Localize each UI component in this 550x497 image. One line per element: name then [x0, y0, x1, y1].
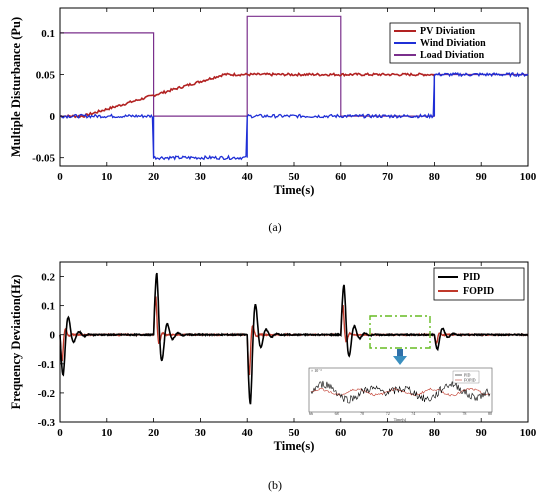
caption-b: (b)	[268, 478, 282, 492]
inset-x-tick-label: 68	[335, 411, 339, 416]
xticks-b: 0 10 20 30 40 50 60 70 80 90 100	[57, 262, 537, 439]
x-tick-label: 100	[520, 171, 537, 183]
x-tick-label: 70	[382, 171, 394, 183]
inset-legend-pid: PID	[464, 373, 471, 378]
y-tick-label: 0	[50, 111, 56, 123]
x-tick-label: 80	[429, 427, 441, 439]
x-tick-label: 60	[335, 427, 347, 439]
x-tick-label: 40	[242, 171, 254, 183]
y-tick-label: 0.2	[41, 272, 55, 284]
x-tick-label: 50	[289, 171, 301, 183]
series-pv-line	[59, 71, 435, 119]
legend-b-box	[433, 267, 525, 301]
inset-xlabel: Time(s)	[394, 417, 407, 422]
x-tick-label: 60	[335, 171, 347, 183]
inset-exponent: × 10⁻³	[311, 368, 322, 373]
inset-x-tick-label: 80	[488, 411, 492, 416]
x-tick-label: 30	[195, 427, 207, 439]
x-tick-label: 90	[476, 171, 488, 183]
x-tick-label: 10	[101, 427, 113, 439]
inset-pid-line	[310, 380, 491, 404]
legend-a-wind-label: Wind Diviation	[420, 38, 486, 49]
y-tick-label: -0.1	[38, 359, 55, 371]
series-wind-line	[59, 71, 529, 161]
y-tick-label: -0.2	[38, 388, 56, 400]
x-tick-label: 100	[520, 427, 537, 439]
xticks-a: 0 10 20 30 40 50 60 70 80 90 100	[57, 8, 537, 183]
lines-a	[59, 15, 529, 161]
y-tick-label: -0.05	[32, 153, 55, 165]
x-tick-label: 0	[57, 427, 63, 439]
x-tick-label: 30	[195, 171, 207, 183]
inset-fopid-line	[311, 387, 491, 397]
inset-x-tick-label: 78	[462, 411, 466, 416]
inset-x-tick-label: 76	[437, 411, 441, 416]
inset-plot: × 10⁻³ PID FOPID Time(s) 66 68 70 72 74 76 78 8…	[308, 367, 493, 422]
y-tick-label: 0.05	[36, 70, 56, 82]
x-tick-label: 10	[101, 171, 113, 183]
panel-b: 0 10 20 30 40 50 60 70 80 90 100 -0.3-0.2-0.100.10…	[9, 261, 537, 492]
inset-x-tick-label: 70	[360, 411, 364, 416]
y-tick-label: 0	[50, 330, 56, 342]
y-tick-label: -0.3	[38, 417, 56, 429]
legend-b: PID FOPID	[433, 267, 525, 301]
caption-a: (a)	[268, 220, 281, 234]
x-tick-label: 70	[382, 427, 394, 439]
inset-x-tick-label: 66	[309, 411, 313, 416]
inset-x-tick-label: 74	[411, 411, 415, 416]
yticks-a: -0.05 0 0.05 0.1	[32, 28, 64, 165]
legend-a: PV Diviation Wind Diviation Load Diviati…	[389, 22, 521, 64]
lines-b	[59, 272, 529, 405]
inset-x-tick-label: 72	[386, 411, 390, 416]
x-tick-label: 0	[57, 171, 63, 183]
inset-legend-fopid: FOPID	[464, 378, 476, 383]
y-tick-label: 0.1	[41, 28, 55, 40]
x-tick-label: 80	[429, 171, 441, 183]
x-axis-label-a: Time(s)	[274, 183, 315, 197]
y-tick-label: 0.1	[41, 301, 55, 313]
x-tick-label: 90	[476, 427, 488, 439]
y-axis-label-a: Multiple Disturbance (Pu)	[9, 17, 23, 157]
legend-a-load-label: Load Diviation	[420, 50, 485, 61]
y-axis-label-b: Frequency Deviation(Hz)	[9, 275, 23, 410]
zoom-arrow-icon	[393, 349, 407, 365]
yticks-b: -0.3 -0.2 -0.1 0 0.1 0.2	[38, 272, 64, 429]
x-tick-label: 20	[148, 427, 160, 439]
series-pid-line	[59, 272, 529, 405]
legend-a-pv-label: PV Diviation	[420, 26, 476, 37]
legend-b-fopid-label: FOPID	[463, 286, 494, 297]
legend-b-pid-label: PID	[463, 272, 480, 283]
zoom-region-box	[369, 315, 431, 349]
x-axis-label-b: Time(s)	[274, 439, 315, 453]
x-tick-label: 20	[148, 171, 160, 183]
x-tick-label: 40	[242, 427, 254, 439]
x-tick-label: 50	[289, 427, 301, 439]
